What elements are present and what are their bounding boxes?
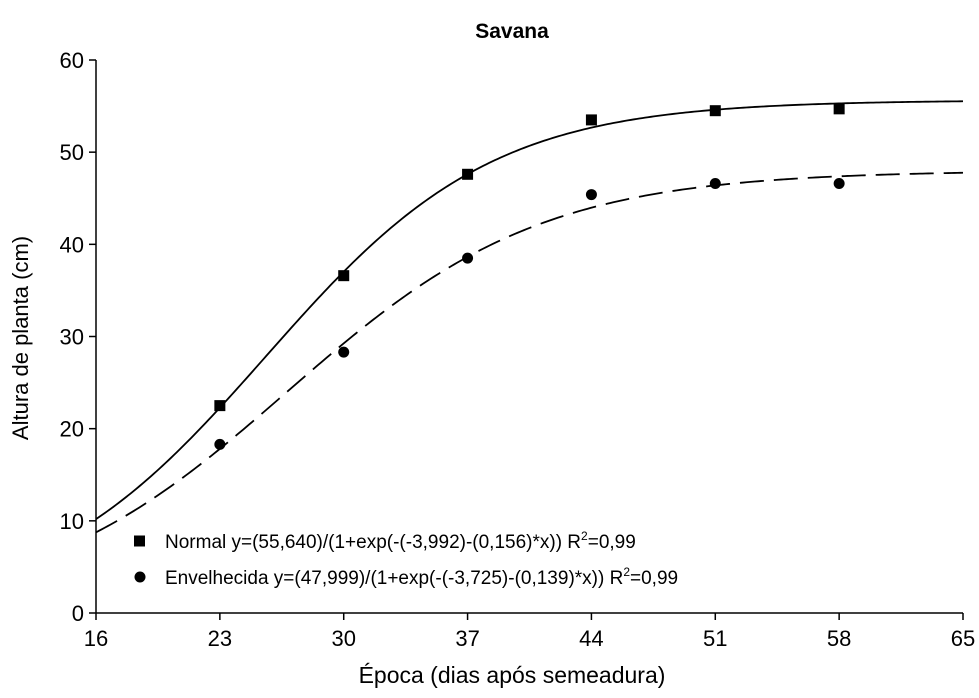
y-tick-label: 0 bbox=[72, 601, 84, 626]
fit-curve-normal bbox=[96, 100, 963, 520]
y-tick-label: 20 bbox=[60, 417, 84, 442]
plot-area: 16 23 30 37 44 51 58 65 0 10 20 30 40 50 60 bbox=[60, 48, 976, 651]
data-point-normal bbox=[338, 270, 350, 282]
x-tick-label: 44 bbox=[579, 626, 603, 651]
x-tick-label: 30 bbox=[331, 626, 355, 651]
legend-equation: Normal y=(55,640)/(1+exp(-(-3,992)-(0,15… bbox=[165, 532, 581, 553]
legend-marker-normal bbox=[134, 535, 145, 547]
legend-equation: Envelhecida y=(47,999)/(1+exp(-(-3,725)-… bbox=[165, 568, 623, 589]
legend-marker-envelhecida bbox=[134, 571, 146, 583]
data-point-normal bbox=[585, 114, 597, 126]
data-point-envelhecida bbox=[462, 252, 474, 264]
x-tick-label: 51 bbox=[703, 626, 727, 651]
y-tick-label: 40 bbox=[60, 232, 84, 257]
legend-r2-superscript: 2 bbox=[581, 529, 588, 543]
legend-r2-value: =0,99 bbox=[588, 532, 636, 553]
data-point-envelhecida bbox=[338, 346, 350, 358]
legend-r2-superscript: 2 bbox=[623, 565, 630, 579]
data-point-normal bbox=[709, 105, 721, 117]
data-point-envelhecida bbox=[833, 178, 845, 190]
legend-r2-value: =0,99 bbox=[630, 568, 678, 589]
y-axis-label: Altura de planta (cm) bbox=[8, 236, 33, 440]
data-point-envelhecida bbox=[214, 438, 226, 450]
chart-title: Savana bbox=[475, 20, 549, 43]
fit-curve-envelhecida bbox=[96, 171, 963, 534]
x-tick-label: 16 bbox=[84, 626, 108, 651]
x-tick-label: 58 bbox=[827, 626, 851, 651]
x-tick-label: 23 bbox=[208, 626, 232, 651]
data-point-envelhecida bbox=[585, 189, 597, 201]
legend-label-normal: Normal y=(55,640)/(1+exp(-(-3,992)-(0,15… bbox=[165, 529, 636, 553]
data-point-normal bbox=[462, 168, 474, 180]
y-tick-label: 50 bbox=[60, 140, 84, 165]
data-point-envelhecida bbox=[709, 178, 721, 190]
y-tick-label: 30 bbox=[60, 325, 84, 350]
legend-label-envelhecida: Envelhecida y=(47,999)/(1+exp(-(-3,725)-… bbox=[165, 565, 678, 589]
y-tick-label: 10 bbox=[60, 509, 84, 534]
y-tick-label: 60 bbox=[60, 48, 84, 73]
data-point-normal bbox=[214, 400, 226, 412]
legend: Normal y=(55,640)/(1+exp(-(-3,992)-(0,15… bbox=[134, 529, 678, 589]
data-point-normal bbox=[833, 103, 845, 115]
x-axis-label: Época (dias após semeadura) bbox=[359, 662, 666, 688]
x-tick-label: 65 bbox=[951, 626, 975, 651]
x-tick-label: 37 bbox=[455, 626, 479, 651]
